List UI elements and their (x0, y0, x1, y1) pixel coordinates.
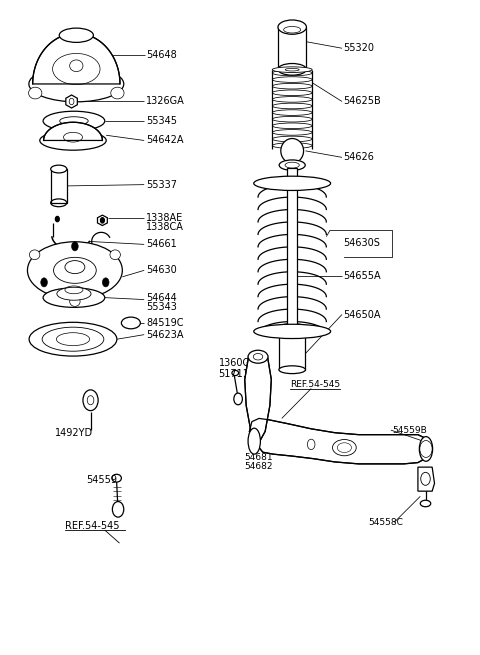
Ellipse shape (29, 66, 124, 102)
Text: 51711: 51711 (219, 369, 250, 379)
Ellipse shape (29, 322, 117, 356)
Ellipse shape (279, 324, 305, 331)
Text: 55343: 55343 (146, 302, 177, 312)
Ellipse shape (248, 350, 268, 364)
Ellipse shape (29, 250, 40, 259)
Text: 55337: 55337 (146, 179, 177, 189)
Ellipse shape (43, 288, 105, 307)
Bar (279, 328, 305, 369)
Text: 54623A: 54623A (146, 329, 183, 340)
Text: 54655A: 54655A (343, 271, 381, 280)
Ellipse shape (278, 20, 306, 34)
Ellipse shape (254, 176, 331, 191)
Text: 54559: 54559 (86, 475, 117, 485)
Text: 55320: 55320 (343, 43, 374, 53)
Circle shape (102, 278, 109, 287)
Polygon shape (44, 122, 102, 140)
Ellipse shape (232, 370, 239, 375)
Bar (288, 168, 297, 334)
Circle shape (56, 216, 59, 221)
Text: 54558C: 54558C (368, 518, 403, 527)
Ellipse shape (60, 117, 88, 125)
Polygon shape (245, 357, 271, 444)
Polygon shape (66, 95, 77, 108)
Ellipse shape (42, 328, 104, 351)
Ellipse shape (27, 242, 122, 299)
Text: 54644: 54644 (146, 293, 177, 303)
Circle shape (72, 242, 78, 251)
Text: 54648: 54648 (146, 50, 177, 60)
Text: 54630: 54630 (146, 265, 177, 275)
Bar (278, 27, 306, 69)
Ellipse shape (420, 437, 432, 461)
Ellipse shape (278, 64, 306, 75)
Ellipse shape (111, 87, 124, 99)
Text: 54630S: 54630S (343, 238, 380, 248)
Ellipse shape (279, 365, 305, 373)
Ellipse shape (57, 288, 91, 300)
Polygon shape (97, 215, 108, 225)
Ellipse shape (279, 160, 305, 170)
Ellipse shape (121, 317, 140, 329)
Ellipse shape (254, 324, 331, 339)
Circle shape (112, 502, 124, 517)
Bar (51, 169, 67, 203)
Ellipse shape (281, 138, 303, 163)
Ellipse shape (333, 440, 356, 456)
Ellipse shape (285, 68, 299, 71)
Ellipse shape (110, 250, 120, 259)
Ellipse shape (43, 111, 105, 131)
Text: 1360GJ: 1360GJ (219, 358, 253, 367)
Polygon shape (250, 419, 430, 464)
Ellipse shape (59, 28, 94, 43)
Text: REF.54-545: REF.54-545 (290, 379, 340, 388)
Polygon shape (33, 33, 120, 84)
Text: 1492YD: 1492YD (55, 428, 93, 438)
Text: 54625B: 54625B (343, 96, 381, 107)
Circle shape (69, 98, 74, 105)
Ellipse shape (272, 67, 312, 73)
Text: 54650A: 54650A (343, 310, 381, 320)
Text: 1338CA: 1338CA (146, 223, 184, 233)
Ellipse shape (51, 165, 67, 173)
Ellipse shape (420, 500, 431, 507)
Ellipse shape (29, 87, 42, 99)
Text: 54681: 54681 (244, 453, 273, 462)
Circle shape (100, 217, 104, 223)
Text: 54559B: 54559B (392, 426, 427, 435)
Text: 55345: 55345 (146, 116, 177, 126)
Polygon shape (418, 467, 434, 491)
Text: 54642A: 54642A (146, 136, 183, 145)
Text: 54626: 54626 (343, 153, 374, 162)
Text: 54661: 54661 (146, 239, 177, 250)
Text: 84519C: 84519C (146, 318, 183, 328)
Text: 54682: 54682 (244, 462, 272, 471)
Text: 1326GA: 1326GA (146, 96, 185, 107)
Text: 1338AE: 1338AE (146, 213, 183, 223)
Ellipse shape (112, 474, 121, 482)
Circle shape (41, 278, 48, 287)
Ellipse shape (70, 60, 83, 71)
Text: REF.54-545: REF.54-545 (65, 521, 120, 531)
Ellipse shape (248, 428, 261, 454)
Ellipse shape (70, 297, 80, 307)
Ellipse shape (40, 131, 106, 150)
Ellipse shape (65, 261, 85, 274)
Circle shape (234, 393, 242, 405)
